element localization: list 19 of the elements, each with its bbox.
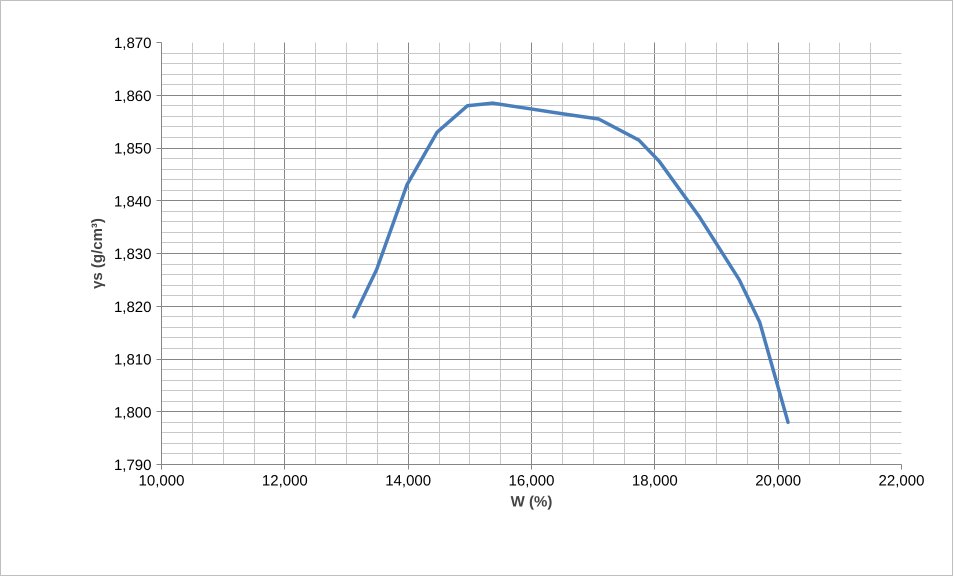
y-tick-label: 1,800	[114, 404, 152, 422]
y-tick-label: 1,870	[114, 35, 152, 52]
line-series	[352, 101, 790, 424]
x-tick-label: 14,000	[385, 472, 432, 490]
y-tick-label: 1,860	[114, 88, 152, 105]
x-tick-label: 20,000	[755, 472, 802, 490]
y-tick-label: 1,820	[114, 298, 152, 316]
y-tick-label: 1,830	[114, 246, 152, 263]
y-tick-label: 1,850	[114, 140, 152, 158]
y-tick-label: 1,840	[114, 193, 152, 210]
x-tick-label: 16,000	[508, 472, 554, 490]
x-tick-label: 10,000	[138, 472, 184, 490]
x-axis-title: W (%)	[510, 494, 552, 510]
x-tick-label: 18,000	[632, 472, 678, 490]
x-tick-label: 22,000	[878, 472, 924, 490]
x-tick-label: 12,000	[262, 472, 308, 490]
y-tick-label: 1,810	[114, 352, 152, 368]
y-tick-label: 1,790	[114, 457, 152, 474]
y-axis-title: γs (g/cm³)	[88, 218, 106, 289]
